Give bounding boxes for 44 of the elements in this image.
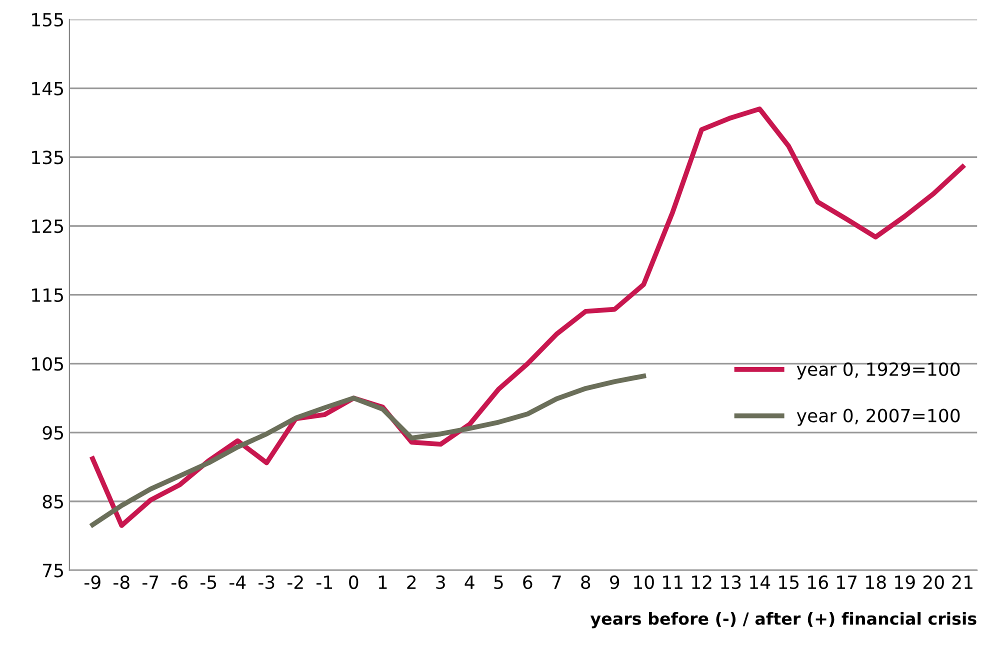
x-tick-label: 3 xyxy=(436,575,445,590)
x-tick-label: -5 xyxy=(200,576,216,590)
x-tick-label: 14 xyxy=(750,576,770,589)
x-tick-label: -2 xyxy=(288,575,303,589)
x-tick-label: 13 xyxy=(721,575,741,590)
x-tick-label: 21 xyxy=(952,575,972,589)
y-tick-label: 105 xyxy=(32,357,63,371)
y-tick-label: 135 xyxy=(32,150,63,164)
y-tick-label: 75 xyxy=(43,564,63,578)
x-tick-label: 0 xyxy=(349,575,358,590)
x-tick-label: 11 xyxy=(663,576,682,589)
x-tick-label: 15 xyxy=(779,576,799,590)
x-tick-label: 10 xyxy=(634,575,654,590)
x-tick-label: 7 xyxy=(552,576,561,589)
x-tick-label: -3 xyxy=(258,575,274,590)
x-tick-label: 4 xyxy=(464,576,474,589)
y-tick-label: 95 xyxy=(42,426,63,440)
x-tick-label: 1 xyxy=(378,576,387,589)
x-tick-label: -6 xyxy=(172,575,188,590)
x-axis-title: years before (-) / after (+) financial crisis xyxy=(590,612,976,628)
x-tick-label: 18 xyxy=(866,575,886,590)
x-tick-label: 20 xyxy=(923,575,944,590)
legend-label: year 0, 1929=100 xyxy=(796,362,960,380)
y-tick-label: 145 xyxy=(32,82,63,96)
y-tick-label: 125 xyxy=(32,219,63,234)
x-tick-label: -4 xyxy=(230,576,246,589)
x-tick-label: 17 xyxy=(837,576,857,589)
x-tick-label: 6 xyxy=(523,575,532,590)
x-tick-label: 19 xyxy=(895,575,915,590)
x-tick-label: -8 xyxy=(114,575,130,590)
x-tick-label: 2 xyxy=(407,575,416,589)
x-tick-label: -7 xyxy=(142,576,158,589)
x-tick-label: 12 xyxy=(692,575,712,589)
x-tick-label: -1 xyxy=(316,576,332,589)
y-tick-label: 155 xyxy=(32,13,63,27)
x-tick-label: 8 xyxy=(581,575,590,590)
x-tick-label: 9 xyxy=(610,575,620,590)
x-tick-label: 16 xyxy=(808,575,828,590)
line-series xyxy=(90,374,646,528)
legend-label: year 0, 2007=100 xyxy=(796,408,960,426)
x-tick-label: 5 xyxy=(494,576,503,590)
y-tick-label: 85 xyxy=(42,494,63,509)
y-tick-label: 115 xyxy=(32,288,63,302)
x-tick-label: -9 xyxy=(84,575,100,590)
